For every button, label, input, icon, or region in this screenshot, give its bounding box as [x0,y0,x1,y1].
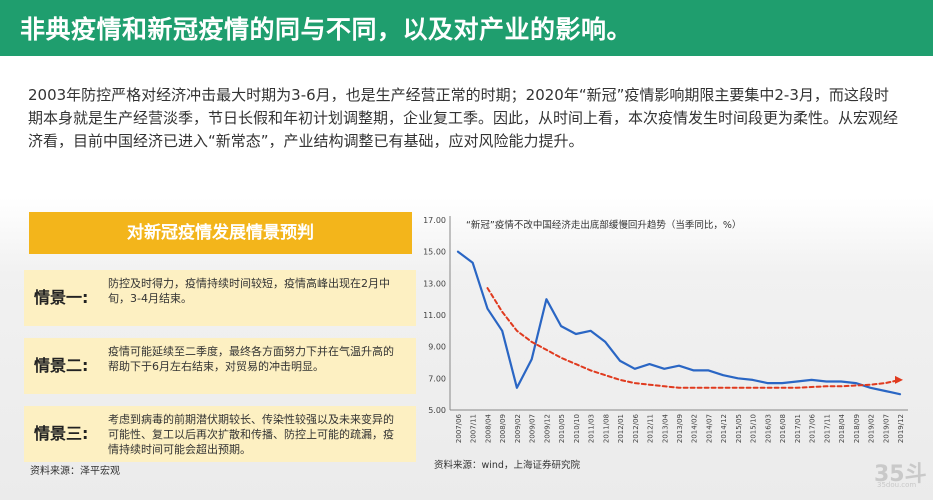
x-tick-label: 2015/05 [735,414,743,443]
x-tick-label: 2009/02 [514,414,522,443]
y-tick-label: 5.00 [428,406,446,415]
scenario-header: 对新冠疫情发展情景预判 [29,212,412,254]
scenario-text: 疫情可能延续至二季度，最终各方面努力下并在气温升高的帮助下于6月左右结束，对贸易… [108,345,394,373]
scenario-row-2: 情景二: 疫情可能延续至二季度，最终各方面努力下并在气温升高的帮助下于6月左右结… [24,338,416,394]
x-tick-label: 2014/12 [720,414,728,443]
chart-svg: “新冠”疫情不改中国经济走出底部缓慢回升趋势（当季同比，%） 17.00 15.00… [423,216,908,471]
trend-arrowhead [895,375,903,384]
x-tick-label: 2011/08 [602,414,610,443]
x-tick-label: 2019/07 [882,414,890,443]
scenario-text: 防控及时得力，疫情持续时间较短，疫情高峰出现在2月中旬，3-4月结束。 [108,277,390,305]
logo-url: 35dou.com [877,481,917,489]
y-tick-label: 11.00 [423,311,446,320]
scenario-label: 情景一: [34,288,89,307]
x-tick-label: 2008/09 [499,414,507,443]
scenario-source: 资料来源：泽平宏观 [30,466,120,477]
intro-paragraph: 2003年防控严格对经济冲击最大时期为3-6月，也是生产经营正常的时期；2020… [28,86,899,150]
trend-line [486,287,901,389]
x-tick-label: 2019/12 [897,414,905,443]
scenario-label: 情景三: [34,424,89,443]
x-tick-label: 2010/05 [558,414,566,443]
x-tick-label: 2012/11 [647,414,655,443]
x-tick-label: 2013/04 [661,413,669,443]
x-tick-label: 2017/06 [809,413,817,443]
chart-source: 资料来源：wind，上海证券研究院 [434,459,580,471]
x-tick-label: 2007/06 [455,413,463,443]
page-title: 非典疫情和新冠疫情的同与不同，以及对产业的影响。 [20,15,633,44]
x-tick-label: 2014/07 [705,414,713,443]
scenario-label: 情景二: [34,356,89,375]
scenario-panel: 对新冠疫情发展情景预判 情景一: 防控及时得力，疫情持续时间较短，疫情高峰出现在… [24,210,419,478]
x-tick-label: 2019/02 [868,414,876,443]
y-tick-label: 7.00 [428,374,446,383]
x-tick-label: 2013/09 [676,414,684,443]
gdp-growth-line [456,250,902,396]
x-tick-label: 2017/11 [823,414,831,443]
x-tick-label: 2009/07 [529,414,537,443]
x-tick-label: 2015/10 [750,414,758,443]
y-tick-label: 9.00 [428,343,446,352]
x-tick-label: 2017/01 [794,414,802,443]
x-tick-label: 2010/10 [573,414,581,443]
x-tick-label: 2014/02 [691,414,699,443]
scenario-row-1: 情景一: 防控及时得力，疫情持续时间较短，疫情高峰出现在2月中旬，3-4月结束。 [24,270,416,326]
y-tick-label: 17.00 [423,216,446,225]
logo-mark: 35斗 [874,462,927,487]
x-tick-label: 2012/06 [632,413,640,443]
x-tick-label: 2012/01 [617,414,625,443]
x-tick-label: 2018/04 [838,413,846,443]
y-tick-label: 15.00 [423,248,446,257]
scenario-text: 考虑到病毒的前期潜伏期较长、传染性较强以及未来变异的可能性、复工以后再次扩散和传… [108,413,394,456]
x-tick-label: 2011/03 [588,414,596,443]
x-tick-label: 2018/09 [853,414,861,443]
x-tick-label: 2008/04 [484,413,492,443]
x-tick-label: 2009/12 [543,414,551,443]
y-tick-label: 13.00 [423,279,446,288]
x-tick-label: 2007/11 [470,414,478,443]
x-tick-label: 2016/03 [764,414,772,443]
chart-title: “新冠”疫情不改中国经济走出底部缓慢回升趋势（当季同比，%） [466,219,741,231]
x-tick-label: 2016/08 [779,414,787,443]
gdp-chart: “新冠”疫情不改中国经济走出底部缓慢回升趋势（当季同比，%） 17.00 15.00… [416,206,921,496]
title-banner: 非典疫情和新冠疫情的同与不同，以及对产业的影响。 [0,0,933,56]
scenario-row-3: 情景三: 考虑到病毒的前期潜伏期较长、传染性较强以及未来变异的可能性、复工以后再… [24,406,416,462]
